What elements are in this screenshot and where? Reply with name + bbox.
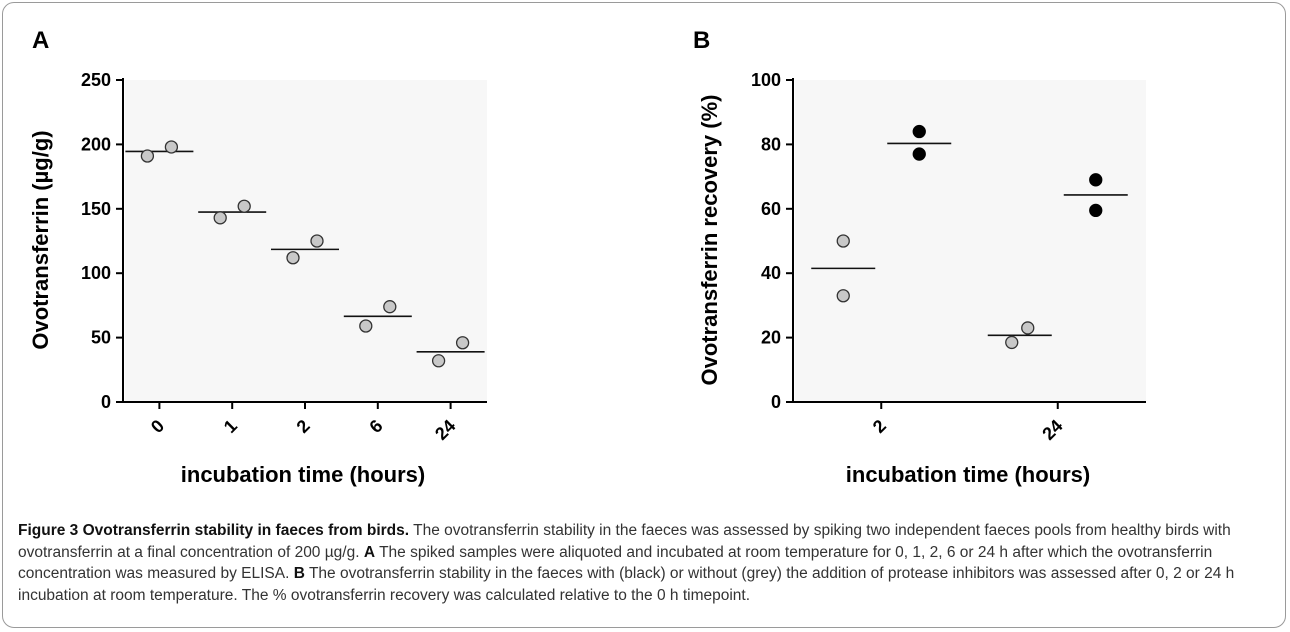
panel-a-plot-area: 0 50 100 150 200 250 0 1 2 6 24 [81,70,487,444]
data-point [1089,203,1103,218]
panel-b-plot-area: 0 20 40 60 80 100 2 24 [751,70,1146,444]
data-point [140,149,155,163]
panel-a-letter: A [32,27,49,54]
plot-background [125,80,487,402]
caption-text-b: The ovotransferrin stability in the faec… [18,565,1235,604]
plot-background [795,80,1146,402]
data-point [359,319,373,333]
data-point [912,124,926,139]
caption-text-a: The spiked samples were aliquoted and in… [18,543,1213,583]
panel-a-x-axis-title: incubation time (hours) [181,462,425,487]
y-tick-label: 40 [761,263,781,283]
data-point [912,147,926,161]
y-tick-label: 100 [81,263,111,283]
caption-figure-label: Figure 3 [18,522,79,539]
x-tick-label: 6 [365,416,386,437]
x-tick-label: 1 [220,416,241,437]
caption-title: Ovotransferrin stability in faeces from … [82,522,410,539]
panel-b-y-axis-title: Ovotransferrin recovery (%) [697,95,722,386]
data-point [1021,321,1035,335]
data-point [310,234,324,248]
y-tick-label: 60 [761,199,781,219]
x-tick-label: 24 [431,416,459,444]
x-tick-label: 0 [147,416,168,437]
figure-caption: Figure 3 Ovotransferrin stability in fae… [18,520,1273,606]
panel-a-y-axis-title: Ovotransferrin (µg/g) [28,130,53,349]
y-tick-label: 50 [91,328,111,348]
y-tick-label: 20 [761,328,781,348]
data-point [836,289,850,303]
caption-label-b: B [293,565,305,582]
panel-b-letter: B [693,27,710,54]
y-tick-label: 250 [81,70,111,90]
x-tick-label: 24 [1038,416,1066,444]
charts-svg: A Ovotransferrin (µg/g) incubation time … [28,27,1146,487]
x-tick-label: 2 [869,416,890,437]
data-point [286,251,300,265]
caption-intro: The ovotransferrin stability in the faec… [18,522,1231,561]
data-point [164,140,179,154]
y-tick-label: 150 [81,199,111,219]
data-point [1005,335,1019,350]
data-point [431,354,446,368]
caption-label-a: A [363,543,376,561]
y-tick-label: 0 [101,392,111,412]
y-tick-label: 80 [761,134,781,154]
y-tick-label: 200 [81,134,111,154]
panel-a: A Ovotransferrin (µg/g) incubation time … [28,27,487,487]
data-point [1089,173,1103,187]
data-point [383,300,397,314]
data-point [213,211,227,225]
data-point [237,199,251,213]
data-point [836,234,850,248]
data-point [455,336,470,350]
panel-b-x-axis-title: incubation time (hours) [846,462,1090,487]
x-tick-label: 2 [293,416,314,437]
y-tick-label: 100 [751,70,781,90]
panel-b: B Ovotransferrin recovery (%) incubation… [693,27,1146,487]
y-tick-label: 0 [771,392,781,412]
